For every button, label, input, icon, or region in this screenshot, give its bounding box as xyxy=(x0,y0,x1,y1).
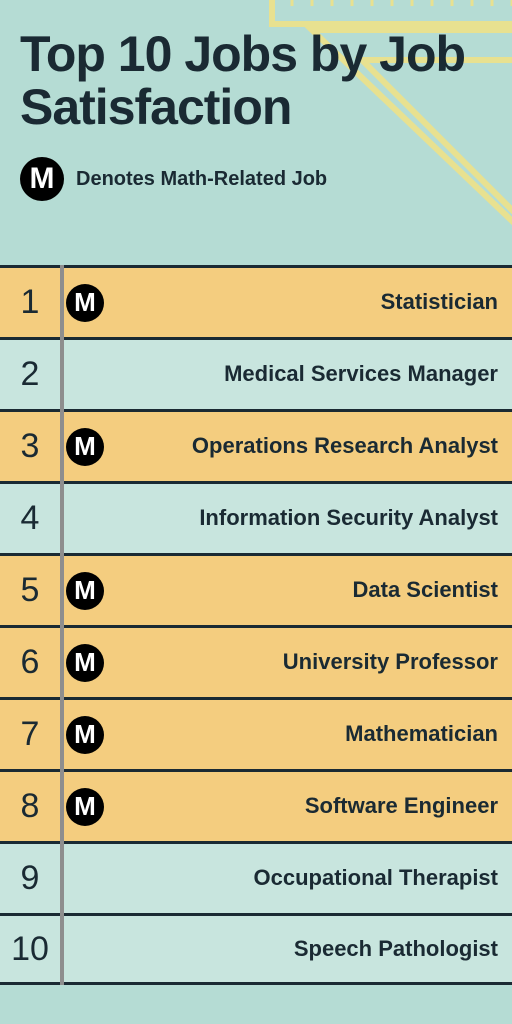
rank-number: 5 xyxy=(0,571,60,610)
job-name: Information Security Analyst xyxy=(110,506,498,530)
math-badge-icon: M xyxy=(66,284,104,322)
math-badge-icon: M xyxy=(66,788,104,826)
list-item: 2 Medical Services Manager xyxy=(0,337,512,409)
legend: M Denotes Math-Related Job xyxy=(20,157,492,201)
legend-text: Denotes Math-Related Job xyxy=(76,168,327,191)
rank-number: 10 xyxy=(0,930,60,969)
job-name: Mathematician xyxy=(110,722,498,746)
job-name: Medical Services Manager xyxy=(110,362,498,386)
list-item: 5MData Scientist xyxy=(0,553,512,625)
math-badge-icon: M xyxy=(20,157,64,201)
list-item: 8MSoftware Engineer xyxy=(0,769,512,841)
rank-number: 2 xyxy=(0,355,60,394)
list-item: 6MUniversity Professor xyxy=(0,625,512,697)
job-name: Speech Pathologist xyxy=(110,937,498,961)
job-name: Data Scientist xyxy=(110,578,498,602)
vertical-divider xyxy=(60,265,64,985)
rank-number: 8 xyxy=(0,787,60,826)
list-item: 4 Information Security Analyst xyxy=(0,481,512,553)
job-list: 1MStatistician2Medical Services Manager3… xyxy=(0,265,512,985)
badge-slot: M xyxy=(60,428,110,466)
job-name: University Professor xyxy=(110,650,498,674)
list-item: 3MOperations Research Analyst xyxy=(0,409,512,481)
job-name: Statistician xyxy=(110,290,498,314)
math-badge-icon: M xyxy=(66,644,104,682)
rank-number: 9 xyxy=(0,859,60,898)
badge-slot: M xyxy=(60,716,110,754)
job-name: Operations Research Analyst xyxy=(110,434,498,458)
job-name: Software Engineer xyxy=(110,794,498,818)
header: Top 10 Jobs by Job Satisfaction M Denote… xyxy=(0,0,512,265)
rank-number: 7 xyxy=(0,715,60,754)
rank-number: 3 xyxy=(0,427,60,466)
list-item: 10 Speech Pathologist xyxy=(0,913,512,985)
list-item: 9 Occupational Therapist xyxy=(0,841,512,913)
list-item: 7MMathematician xyxy=(0,697,512,769)
math-badge-icon: M xyxy=(66,572,104,610)
badge-slot: M xyxy=(60,788,110,826)
math-badge-icon: M xyxy=(66,428,104,466)
badge-slot: M xyxy=(60,644,110,682)
badge-slot: M xyxy=(60,284,110,322)
math-badge-icon: M xyxy=(66,716,104,754)
list-item: 1MStatistician xyxy=(0,265,512,337)
job-name: Occupational Therapist xyxy=(110,866,498,890)
rank-number: 6 xyxy=(0,643,60,682)
rank-number: 4 xyxy=(0,499,60,538)
page-title: Top 10 Jobs by Job Satisfaction xyxy=(20,28,492,133)
badge-slot: M xyxy=(60,572,110,610)
rank-number: 1 xyxy=(0,283,60,322)
